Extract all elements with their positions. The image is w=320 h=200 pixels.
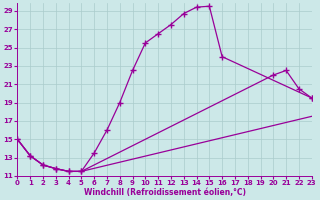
X-axis label: Windchill (Refroidissement éolien,°C): Windchill (Refroidissement éolien,°C) — [84, 188, 245, 197]
